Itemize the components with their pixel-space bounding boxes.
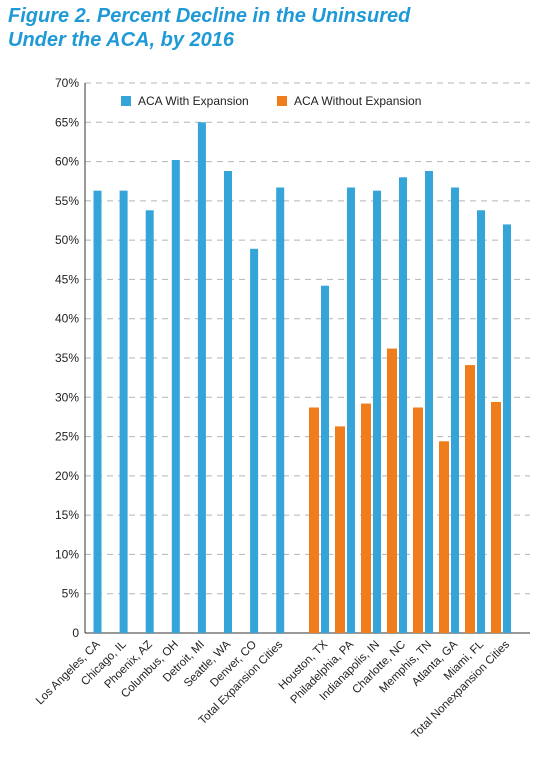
bar-with-expansion [276, 187, 285, 633]
bar-with-expansion [119, 190, 128, 633]
y-tick-label: 10% [55, 547, 79, 561]
bar-without-expansion [387, 348, 397, 633]
bar-with-expansion [477, 210, 485, 634]
bar-with-expansion [373, 190, 381, 633]
bar-with-expansion [197, 122, 206, 634]
legend-swatch [121, 96, 131, 106]
y-tick-label: 55% [55, 194, 79, 208]
legend-label: ACA With Expansion [138, 94, 249, 108]
bar-with-expansion [224, 171, 232, 633]
y-tick-label: 5% [62, 587, 80, 601]
legend-label: ACA Without Expansion [294, 94, 421, 108]
y-tick-label: 50% [55, 233, 79, 247]
bar-without-expansion [335, 426, 345, 633]
y-tick-label: 65% [55, 115, 79, 129]
chart-title-line-1: Figure 2. Percent Decline in the Uninsur… [8, 5, 411, 27]
y-tick-label: 0 [72, 626, 79, 640]
bar-without-expansion [491, 402, 501, 633]
bar-with-expansion [93, 190, 102, 633]
y-tick-label: 70% [55, 76, 79, 90]
y-tick-label: 25% [55, 430, 79, 444]
bar-without-expansion [309, 407, 319, 633]
bar-with-expansion [250, 248, 259, 634]
bar-with-expansion [399, 177, 407, 634]
chart-title-line-2: Under the ACA, by 2016 [8, 29, 234, 51]
y-tick-label: 60% [55, 155, 79, 169]
y-tick-label: 20% [55, 469, 79, 483]
y-tick-label: 40% [55, 312, 79, 326]
chart-title: Figure 2. Percent Decline in the Uninsur… [8, 4, 538, 52]
bar-with-expansion [451, 187, 459, 633]
y-tick-label: 35% [55, 351, 79, 365]
legend-swatch [277, 96, 287, 106]
bar-with-expansion [145, 210, 154, 634]
bar-without-expansion [413, 407, 423, 633]
y-tick-label: 45% [55, 272, 79, 286]
bar-without-expansion [361, 403, 371, 633]
bar-with-expansion [347, 187, 355, 633]
y-tick-label: 15% [55, 508, 79, 522]
bar-with-expansion [503, 224, 511, 633]
bar-with-expansion [425, 171, 433, 633]
bar-without-expansion [465, 365, 475, 633]
bar-with-expansion [321, 285, 329, 633]
bar-without-expansion [439, 441, 449, 633]
bar-with-expansion [171, 160, 180, 633]
y-tick-label: 30% [55, 390, 79, 404]
